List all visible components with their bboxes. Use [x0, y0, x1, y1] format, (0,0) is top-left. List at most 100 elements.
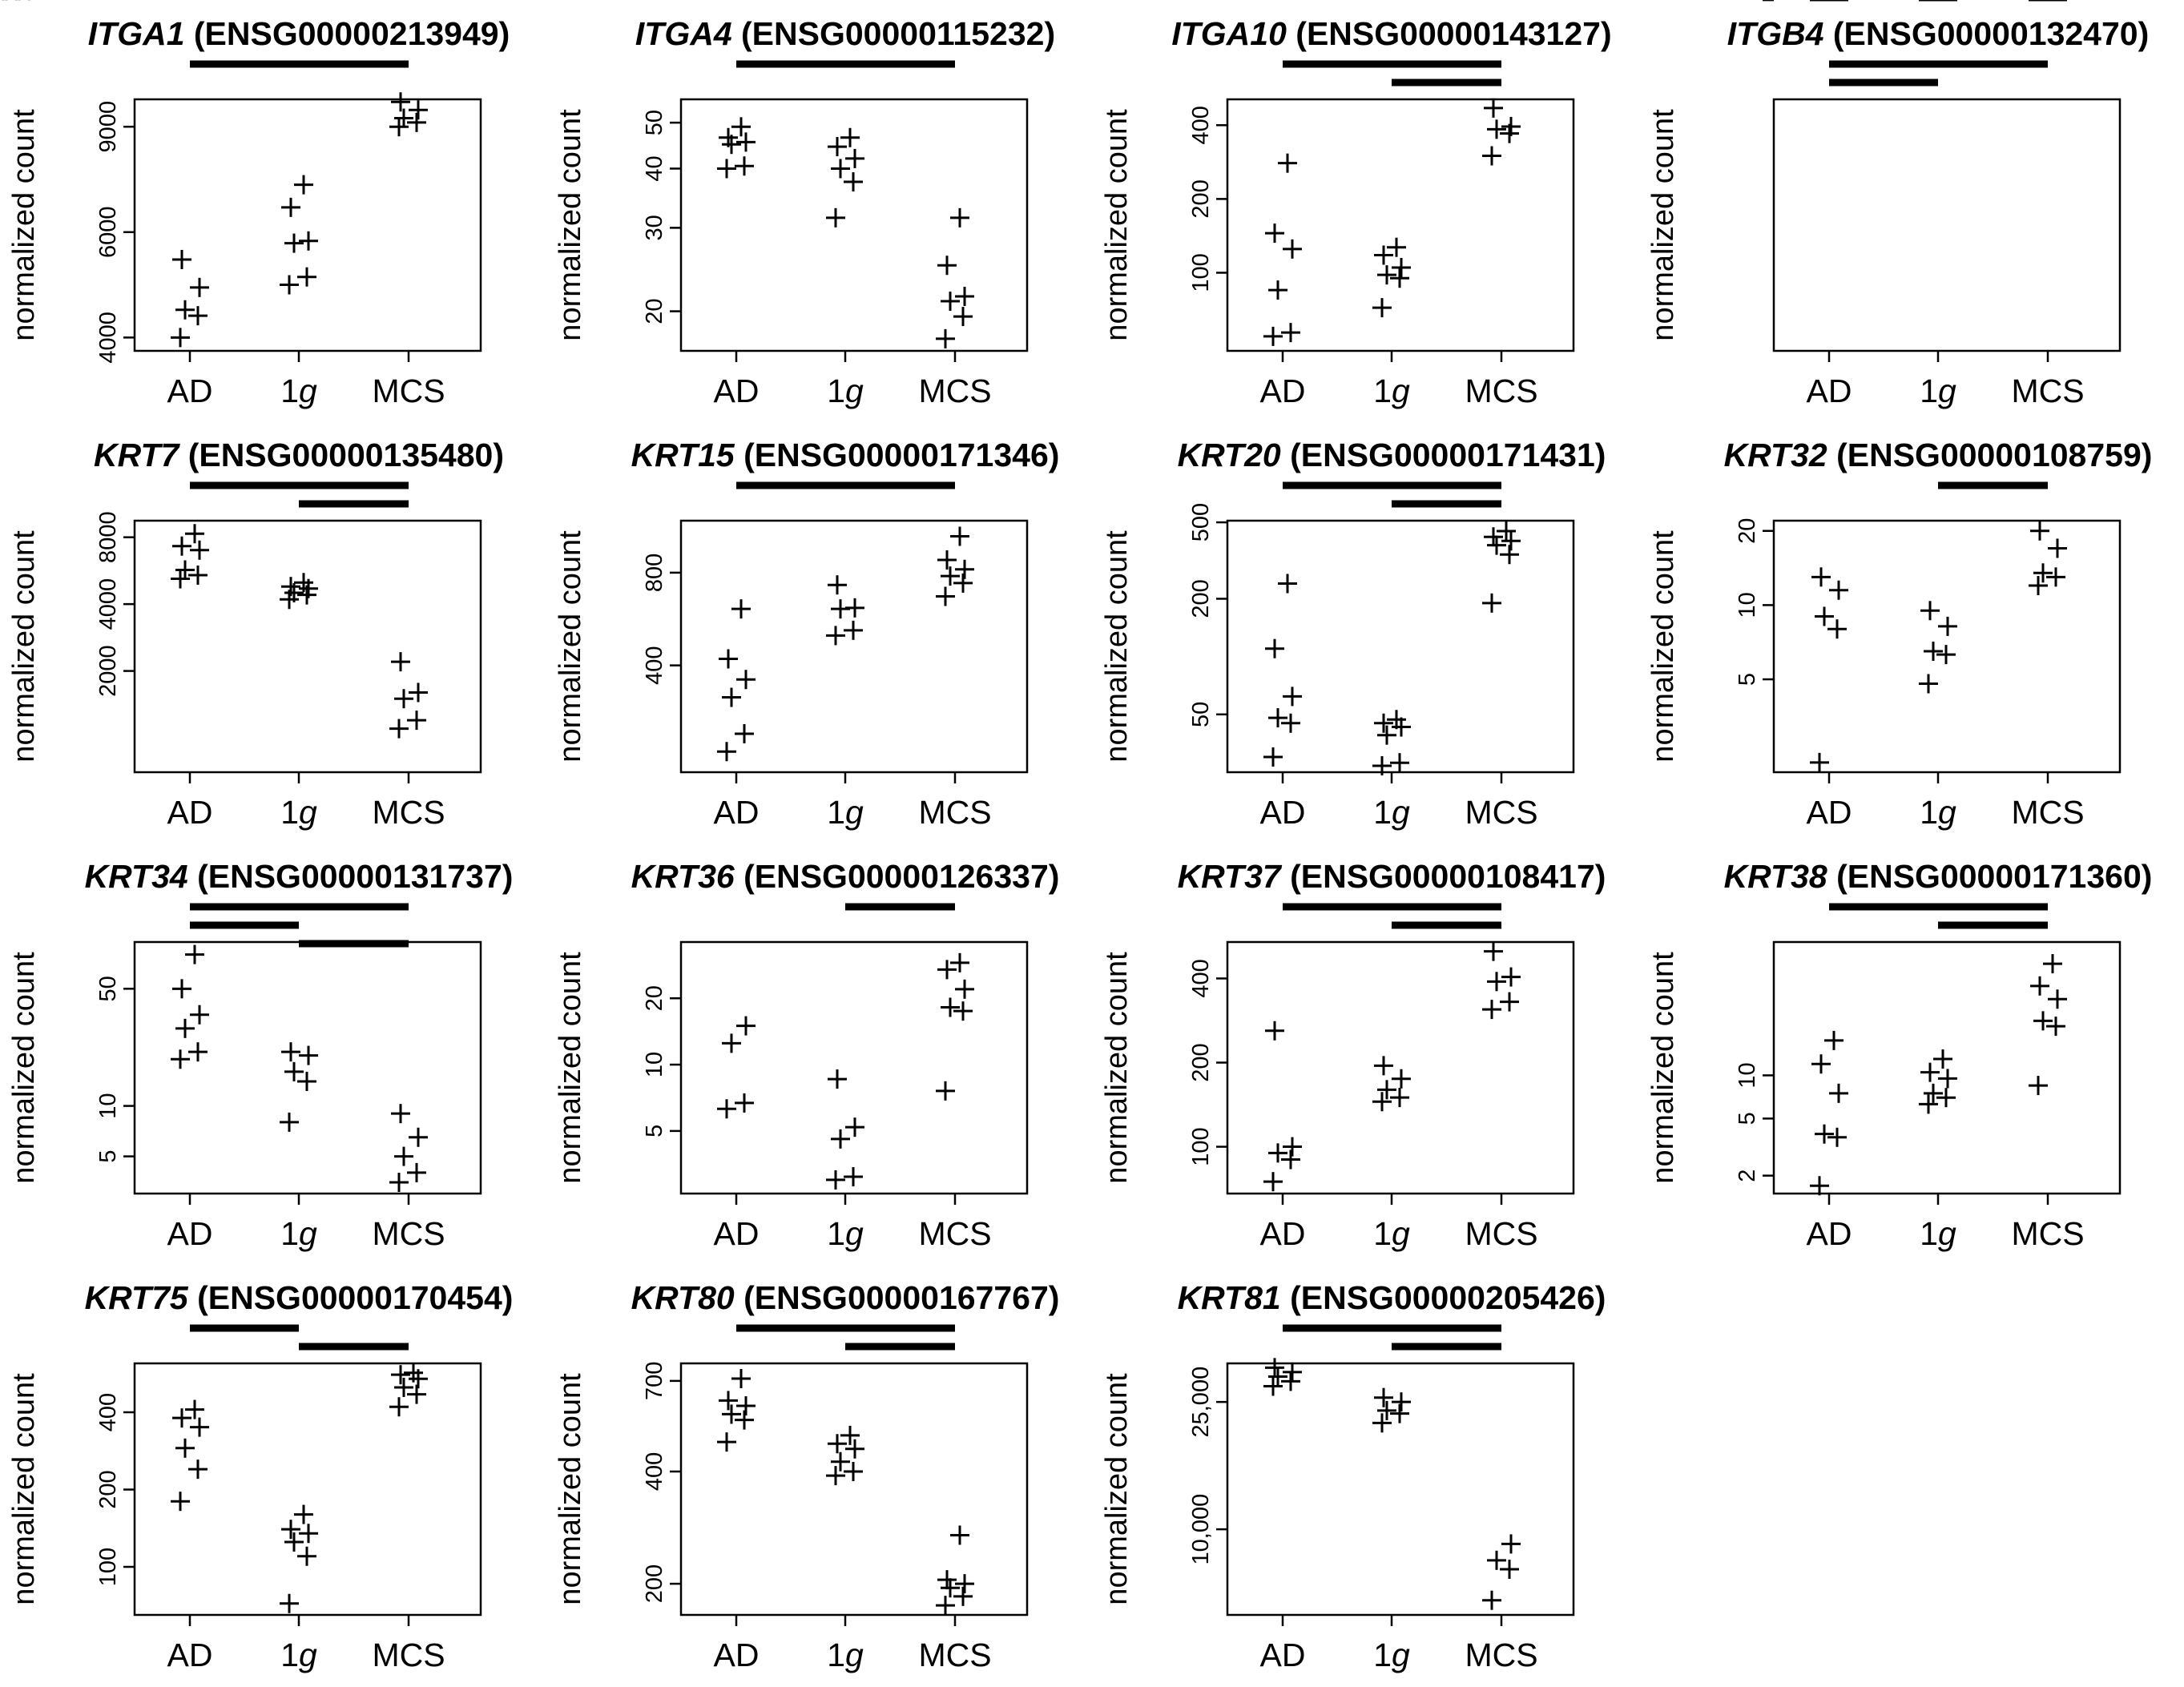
x-tick-label-num: 1 [1920, 794, 1938, 831]
panel-krt75: KRT75 (ENSG00000170454) normalized count 1… [7, 1279, 513, 1673]
panel-title: KRT7 (ENSG00000135480) [94, 437, 504, 473]
data-point [294, 175, 313, 195]
panel-title: KRT81 (ENSG00000205426) [1178, 1279, 1606, 1316]
x-tick-label-num: 1 [280, 1637, 299, 1673]
x-tick-label: AD [1807, 1215, 1852, 1252]
data-point [1482, 1590, 1501, 1610]
y-tick-label: 200 [95, 1470, 121, 1508]
data-point [1268, 1143, 1287, 1163]
data-point [297, 1072, 316, 1092]
panel-title: KRT36 (ENSG00000126337) [631, 858, 1060, 895]
y-tick-label: 10 [642, 1052, 667, 1077]
y-tick-label: 5 [95, 1150, 121, 1163]
y-axis-label: normalized count [1100, 109, 1134, 341]
data-point [1372, 1413, 1392, 1433]
data-point [1938, 1069, 1957, 1089]
data-point [936, 328, 955, 348]
data-point [719, 649, 738, 669]
y-tick-label: 20 [642, 298, 667, 324]
data-point [1815, 1124, 1834, 1144]
y-axis-label: normalized count [1646, 952, 1680, 1184]
data-point [1265, 1358, 1284, 1378]
y-tick-label: 6000 [95, 207, 121, 259]
data-point [171, 1049, 190, 1069]
y-axis-label: normalized count [554, 952, 587, 1184]
y-axis-label: normalized count [554, 1373, 587, 1605]
data-point [1265, 1021, 1284, 1041]
data-point [1501, 116, 1521, 136]
data-point [1815, 606, 1834, 626]
data-point [731, 117, 751, 137]
y-tick-label: 5 [1735, 673, 1760, 686]
data-point [409, 100, 428, 120]
y-tick-label: 100 [95, 1548, 121, 1586]
panel-itga4: ITGA4 (ENSG00000115232) normalized count 2… [554, 15, 1055, 409]
x-tick-label-num: 1 [1920, 372, 1938, 409]
plot-frame [1772, 98, 2122, 352]
plot-frame [679, 98, 1029, 352]
data-point [826, 1170, 845, 1190]
plot-frame [1226, 98, 1575, 352]
x-tick-label: 1g [280, 794, 317, 831]
data-point [1283, 1137, 1302, 1157]
data-point [190, 540, 209, 560]
data-point [1281, 1371, 1300, 1391]
data-point [391, 1365, 410, 1385]
data-point [1263, 326, 1283, 346]
data-point [1482, 593, 1501, 613]
x-tick-label: AD [1807, 794, 1852, 831]
plot-frame [1226, 940, 1575, 1195]
data-point [719, 127, 738, 147]
data-point [722, 687, 741, 707]
gene-name: ITGA4 [635, 15, 732, 52]
data-point [1810, 1176, 1829, 1196]
x-tick-label-num: 1 [827, 794, 845, 831]
x-tick-label-num: 1 [280, 794, 299, 831]
x-tick-label-unit: g [845, 794, 864, 831]
y-tick-label: 400 [1188, 959, 1214, 997]
data-point [1374, 713, 1393, 733]
y-tick-label: 50 [1188, 702, 1214, 727]
data-point [407, 1384, 426, 1404]
gene-id: (ENSG00000126337) [735, 858, 1060, 895]
data-point [826, 1466, 845, 1486]
data-point [1497, 521, 1516, 542]
gene-name: KRT32 [1724, 437, 1827, 473]
data-point [1265, 223, 1284, 244]
data-point [731, 1369, 751, 1389]
x-tick-label-unit: g [299, 1637, 317, 1673]
data-point [1924, 641, 1943, 661]
gene-name: ITGA10 [1171, 15, 1287, 52]
y-tick-label: 5000 [0, 0, 26, 6]
data-point [1278, 153, 1297, 173]
data-point [1933, 1049, 1952, 1069]
data-point [389, 1397, 409, 1417]
y-tick-label: 100 [1188, 253, 1214, 292]
data-point [1377, 265, 1396, 285]
data-point [1487, 972, 1506, 992]
data-point [845, 1117, 864, 1137]
x-tick-label: AD [1807, 372, 1852, 409]
panel-itga10: ITGA10 (ENSG00000143127) normalized count… [1100, 15, 1612, 409]
x-tick-label: MCS [2011, 372, 2084, 409]
panel-itga1: ITGA1 (ENSG00000213949) normalized count 4… [7, 15, 510, 409]
panel-title: KRT15 (ENSG00000171346) [631, 437, 1060, 473]
data-point [281, 577, 300, 597]
y-tick-label: 200 [1188, 1043, 1214, 1081]
data-point [736, 132, 756, 152]
data-point [175, 1018, 195, 1038]
data-point [831, 1451, 850, 1472]
data-point [736, 1016, 756, 1036]
data-point [409, 682, 428, 703]
y-tick-label: 4000 [95, 312, 121, 364]
data-point [391, 652, 410, 672]
x-tick-label: AD [1260, 372, 1306, 409]
data-point [1936, 1088, 1956, 1108]
x-tick-label: AD [1260, 1215, 1306, 1252]
x-tick-label: MCS [1465, 1215, 1537, 1252]
y-tick-label: 700 [642, 1362, 667, 1400]
plot-frame [679, 940, 1029, 1195]
data-point [1811, 567, 1831, 587]
data-point [941, 997, 960, 1017]
data-point [1281, 1149, 1300, 1170]
